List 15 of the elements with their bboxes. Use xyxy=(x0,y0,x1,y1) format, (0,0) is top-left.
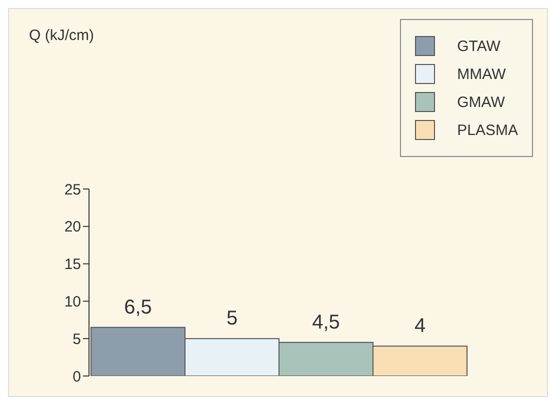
unit-note: Q (kJ/cm) xyxy=(29,27,94,44)
y-tick-label: 10 xyxy=(64,294,81,311)
y-tick-label: 0 xyxy=(72,368,81,386)
legend-label: PLASMA xyxy=(457,122,518,138)
legend-label: GMAW xyxy=(457,94,505,110)
data-label: 6,5 xyxy=(124,296,152,318)
data-label: 4,5 xyxy=(312,311,340,334)
legend-label: MMAW xyxy=(457,66,506,82)
y-tick-label: 5 xyxy=(72,330,81,348)
legend-label: GTAW xyxy=(457,38,500,54)
y-tick-label: 15 xyxy=(64,256,81,274)
data-label: 4 xyxy=(414,315,426,338)
y-tick-label: 25 xyxy=(64,181,81,198)
y-tick-label: 20 xyxy=(64,218,81,236)
data-label: 5 xyxy=(226,308,238,330)
